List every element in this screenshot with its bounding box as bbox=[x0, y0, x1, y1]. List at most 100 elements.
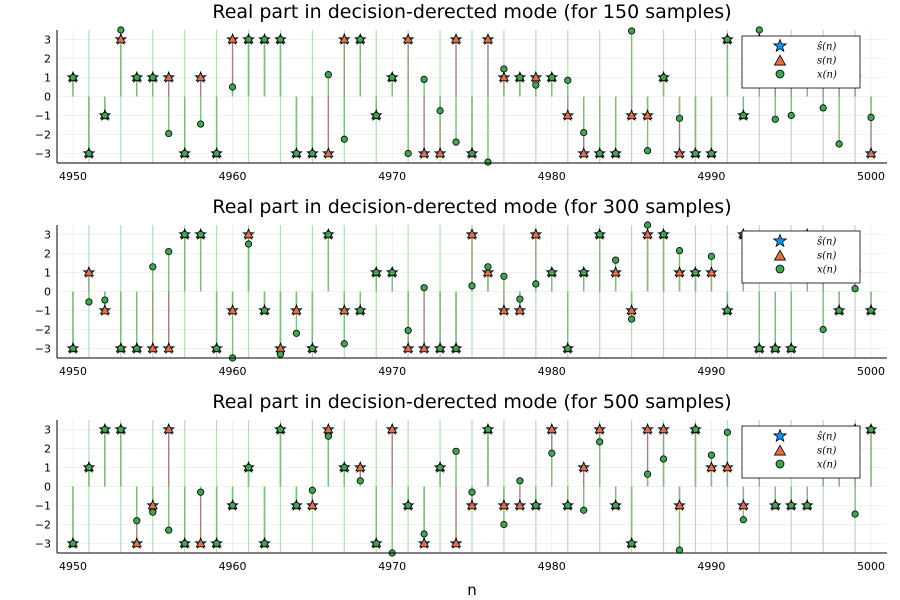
marker-x bbox=[532, 81, 540, 89]
marker-x bbox=[356, 35, 364, 44]
marker-x bbox=[596, 149, 604, 158]
legend-label: s(n) bbox=[817, 251, 836, 262]
legend-box bbox=[741, 425, 861, 479]
x-tick-label: 5000 bbox=[857, 170, 885, 183]
marker-x bbox=[707, 451, 716, 459]
marker-x bbox=[659, 455, 668, 463]
y-tick-label: 3 bbox=[44, 424, 51, 437]
marker-x bbox=[244, 240, 253, 248]
marker-s bbox=[578, 148, 589, 158]
marker-x bbox=[564, 344, 572, 353]
marker-x bbox=[276, 35, 285, 44]
y-tick-label: −3 bbox=[35, 343, 51, 356]
marker-x bbox=[851, 285, 859, 293]
marker-x bbox=[819, 325, 827, 334]
marker-x bbox=[516, 477, 524, 485]
y-tick-label: −3 bbox=[35, 148, 51, 161]
marker-s bbox=[562, 110, 573, 120]
marker-x bbox=[133, 517, 141, 525]
marker-s bbox=[530, 72, 541, 82]
marker-s bbox=[147, 343, 158, 353]
marker-s bbox=[674, 148, 685, 158]
y-tick-label: 3 bbox=[44, 229, 51, 242]
y-tick-label: 0 bbox=[44, 481, 51, 494]
marker-s bbox=[435, 148, 446, 158]
marker-x bbox=[675, 247, 684, 255]
marker-s bbox=[291, 305, 302, 315]
marker-x bbox=[133, 73, 141, 82]
marker-s bbox=[195, 72, 206, 82]
marker-x bbox=[228, 83, 237, 91]
legend-marker-s bbox=[773, 444, 787, 456]
marker-x bbox=[548, 268, 556, 277]
marker-x bbox=[723, 35, 731, 44]
marker-x bbox=[324, 230, 332, 239]
marker-s bbox=[163, 72, 174, 82]
marker-x bbox=[372, 539, 380, 548]
marker-x bbox=[612, 501, 620, 510]
legend-marker-s-hat bbox=[772, 233, 788, 248]
legend-label: s(n) bbox=[817, 56, 836, 67]
marker-x bbox=[468, 488, 476, 496]
chart-title: Real part in decision-derected mode (for… bbox=[212, 1, 731, 23]
marker-x bbox=[117, 26, 125, 34]
marker-x bbox=[292, 329, 301, 337]
marker-x bbox=[580, 268, 588, 277]
marker-s bbox=[498, 500, 509, 510]
marker-x bbox=[452, 344, 460, 353]
marker-x bbox=[372, 111, 380, 120]
marker-s bbox=[115, 34, 126, 44]
marker-x bbox=[516, 73, 524, 82]
x-tick-label: 4960 bbox=[219, 170, 247, 183]
marker-x bbox=[420, 75, 428, 84]
marker-x bbox=[835, 306, 843, 315]
marker-x bbox=[516, 295, 524, 303]
marker-x bbox=[675, 546, 684, 554]
marker-x bbox=[787, 501, 795, 510]
marker-s bbox=[610, 267, 621, 277]
marker-x bbox=[803, 501, 811, 510]
marker-x bbox=[101, 296, 109, 304]
marker-s bbox=[355, 462, 366, 472]
marker-x bbox=[851, 510, 859, 518]
marker-x bbox=[867, 306, 875, 315]
marker-s bbox=[450, 538, 462, 548]
marker-x bbox=[292, 149, 301, 158]
marker-s bbox=[706, 267, 717, 277]
marker-s bbox=[594, 424, 605, 434]
marker-x bbox=[340, 463, 348, 472]
marker-x bbox=[628, 27, 636, 35]
marker-s bbox=[658, 424, 669, 434]
marker-x bbox=[835, 140, 843, 148]
marker-x bbox=[691, 425, 700, 434]
y-tick-label: 1 bbox=[44, 462, 51, 475]
marker-x bbox=[739, 111, 747, 120]
marker-x bbox=[452, 447, 460, 455]
marker-x bbox=[564, 501, 572, 510]
marker-s bbox=[578, 462, 589, 472]
legend-marker-s-hat bbox=[772, 428, 788, 443]
marker-x bbox=[436, 107, 444, 115]
marker-x bbox=[739, 516, 747, 524]
marker-s bbox=[738, 500, 749, 510]
chart-panel-2: Real part in decision-derected mode (for… bbox=[35, 196, 887, 378]
marker-x bbox=[628, 539, 636, 548]
marker-x bbox=[165, 526, 173, 534]
x-tick-label: 4950 bbox=[59, 560, 87, 573]
marker-x bbox=[500, 65, 508, 73]
legend-marker-x bbox=[775, 459, 785, 469]
y-tick-label: −1 bbox=[35, 110, 51, 123]
marker-s bbox=[83, 267, 94, 277]
legend: ŝ(n) s(n) x(n) bbox=[741, 35, 861, 89]
chart-panel-3: Real part in decision-derected mode (for… bbox=[35, 391, 887, 599]
marker-s bbox=[498, 305, 509, 315]
marker-s bbox=[530, 229, 541, 239]
legend-marker-s-hat bbox=[772, 38, 788, 53]
marker-s bbox=[227, 305, 238, 315]
marker-s bbox=[674, 267, 685, 277]
marker-x bbox=[436, 463, 444, 472]
marker-x bbox=[85, 463, 93, 472]
marker-x bbox=[500, 272, 508, 280]
legend-label: ŝ(n) bbox=[817, 237, 836, 248]
